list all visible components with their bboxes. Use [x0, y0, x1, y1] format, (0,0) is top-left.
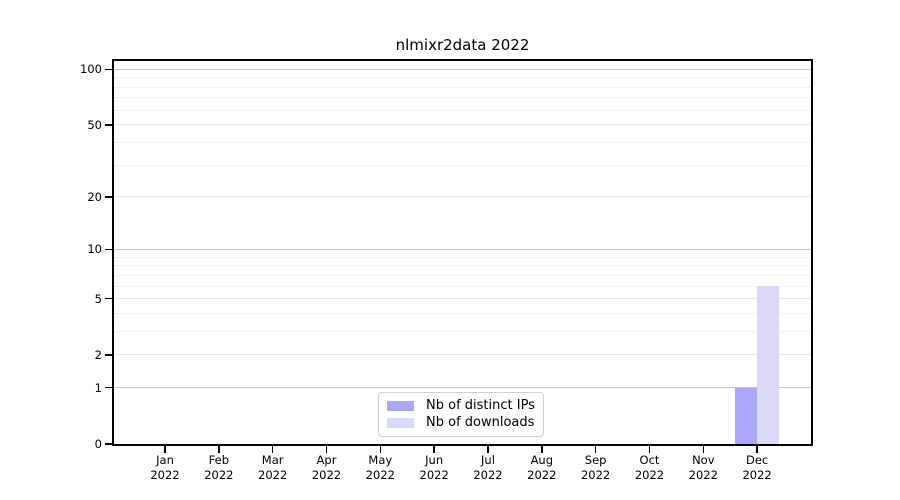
y-tick	[105, 443, 112, 445]
legend-swatch-distinct-ips	[387, 400, 414, 411]
y-tick	[105, 297, 112, 300]
x-tick-label: Dec 2022	[742, 453, 772, 482]
chart-title: nlmixr2data 2022	[395, 36, 530, 54]
mid-gridline	[114, 124, 811, 126]
legend-item-distinct-ips: Nb of distinct IPs	[387, 398, 535, 414]
x-tick-label: Apr 2022	[311, 453, 342, 482]
y-tick-label: 50	[87, 117, 102, 132]
bar-distinct-ips-dec	[735, 387, 758, 444]
major-gridline	[114, 387, 811, 389]
minor-gridline	[114, 142, 811, 144]
x-tick	[379, 446, 382, 453]
legend-label-downloads: Nb of downloads	[426, 415, 535, 431]
y-tick	[105, 68, 112, 71]
minor-gridline	[114, 109, 811, 111]
mid-gridline	[114, 298, 811, 300]
x-tick-label: Jul 2022	[473, 453, 503, 482]
mid-gridline	[114, 196, 811, 198]
x-tick-label: Mar 2022	[258, 453, 288, 482]
x-tick	[218, 446, 220, 453]
minor-gridline	[114, 274, 811, 276]
x-tick	[487, 446, 489, 453]
y-tick-label: 20	[87, 189, 102, 204]
y-tick	[105, 354, 112, 356]
x-tick	[325, 446, 328, 453]
legend-item-downloads: Nb of downloads	[387, 415, 535, 431]
y-tick-label: 0	[94, 437, 102, 451]
x-tick-label: Jun 2022	[419, 453, 449, 482]
x-tick-label: Jan 2022	[150, 453, 180, 482]
x-tick	[541, 446, 543, 453]
y-tick	[105, 248, 112, 251]
x-tick	[271, 446, 274, 453]
minor-gridline	[114, 77, 811, 79]
minor-gridline	[114, 256, 811, 258]
x-tick	[756, 446, 758, 453]
y-tick	[105, 196, 112, 198]
x-tick-label: Sep 2022	[580, 453, 611, 482]
x-tick	[164, 446, 166, 453]
legend-label-distinct-ips: Nb of distinct IPs	[426, 397, 535, 413]
x-tick	[433, 446, 435, 453]
x-tick	[648, 446, 651, 453]
x-tick-label: Oct 2022	[634, 453, 665, 482]
y-tick-label: 10	[87, 242, 102, 257]
x-tick-label: May 2022	[365, 453, 395, 482]
legend: Nb of distinct IPs Nb of downloads	[378, 392, 544, 437]
bar-downloads-dec	[757, 286, 780, 444]
y-tick-label: 1	[94, 380, 102, 395]
major-gridline	[114, 248, 811, 250]
x-tick-label: Feb 2022	[204, 453, 234, 482]
minor-gridline	[114, 164, 811, 166]
minor-gridline	[114, 97, 811, 99]
y-tick	[105, 124, 112, 126]
major-gridline	[114, 68, 811, 70]
x-tick	[594, 446, 597, 453]
y-tick	[105, 386, 112, 389]
minor-gridline	[114, 265, 811, 267]
legend-swatch-downloads	[387, 418, 414, 429]
x-tick-label: Aug 2022	[527, 453, 557, 482]
minor-gridline	[114, 285, 811, 287]
x-tick	[702, 446, 705, 453]
minor-gridline	[114, 312, 811, 314]
minor-gridline	[114, 330, 811, 332]
y-tick-label: 100	[80, 62, 102, 77]
plot-area	[112, 59, 813, 446]
y-tick-label: 5	[94, 291, 102, 306]
x-tick-label: Nov 2022	[688, 453, 718, 482]
mid-gridline	[114, 354, 811, 356]
minor-gridline	[114, 86, 811, 88]
y-tick-label: 2	[94, 347, 102, 362]
